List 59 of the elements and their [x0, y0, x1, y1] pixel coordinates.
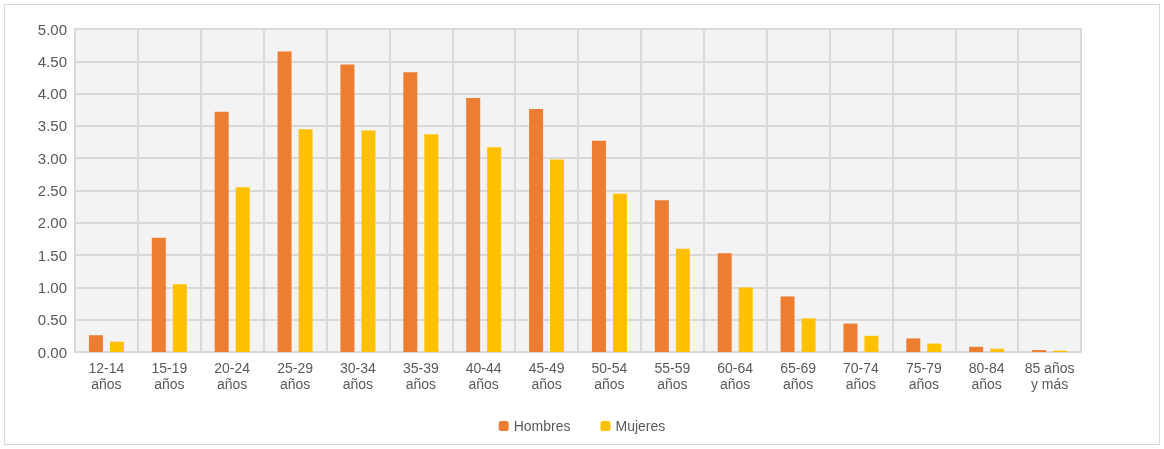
bar	[487, 147, 502, 352]
y-tick-label: 4.50	[37, 52, 67, 70]
x-tick-label: 55-59 años	[654, 360, 691, 392]
y-tick-label: 0.00	[37, 343, 67, 361]
bar	[277, 51, 292, 352]
x-tick-label: 85 años y más	[1024, 360, 1075, 392]
y-tick-label: 2.50	[37, 182, 67, 199]
y-tick-label: 2.00	[37, 214, 67, 232]
x-tick-label: 70-74 años	[843, 360, 880, 392]
x-tick-label: 45-49 años	[528, 360, 565, 392]
y-tick-label: 0.50	[37, 311, 67, 329]
x-tick-label: 75-79 años	[905, 360, 942, 392]
x-tick-label: 12-14 años	[88, 360, 125, 392]
y-tick-label: 4.00	[37, 85, 67, 103]
y-tick-label: 3.00	[37, 149, 67, 167]
x-tick-label: 30-34 años	[340, 360, 377, 392]
bar	[340, 64, 355, 352]
bar	[151, 237, 166, 352]
bar	[801, 318, 816, 352]
y-tick-label: 5.00	[37, 20, 67, 38]
legend-label: Hombres	[513, 418, 571, 434]
bar	[172, 284, 187, 352]
bar	[298, 129, 313, 352]
bar	[990, 348, 1005, 352]
bar	[591, 140, 606, 352]
bar	[466, 98, 481, 352]
bar	[927, 343, 942, 352]
y-tick-label: 3.50	[37, 117, 67, 135]
bar	[906, 338, 921, 352]
bar	[424, 134, 439, 352]
x-tick-label: 60-64 años	[717, 360, 754, 392]
bar	[361, 130, 376, 352]
x-tick-label: 35-39 años	[402, 360, 439, 392]
x-tick-label: 65-69 años	[780, 360, 817, 392]
bar	[109, 341, 124, 352]
bar	[612, 193, 627, 352]
x-tick-label: 50-54 años	[591, 360, 628, 392]
bar	[529, 109, 544, 352]
legend-label: Mujeres	[615, 418, 666, 434]
x-tick-label: 15-19 años	[151, 360, 188, 392]
bar	[235, 187, 250, 352]
x-tick-label: 25-29 años	[277, 360, 314, 392]
x-tick-label: 40-44 años	[465, 360, 502, 392]
x-tick-label: 20-24 años	[214, 360, 251, 392]
bar	[654, 200, 669, 352]
bar	[88, 335, 103, 352]
bar	[403, 72, 418, 352]
bar	[843, 323, 858, 352]
bar	[675, 248, 690, 352]
bar	[550, 159, 565, 352]
bar	[780, 296, 795, 352]
y-tick-label: 1.00	[37, 278, 67, 296]
x-tick-label: 80-84 años	[968, 360, 1005, 392]
bar	[738, 287, 753, 352]
bar	[864, 335, 879, 352]
bar	[969, 346, 984, 352]
y-tick-label: 1.50	[37, 246, 67, 264]
bar	[717, 253, 732, 352]
bar	[214, 111, 229, 352]
